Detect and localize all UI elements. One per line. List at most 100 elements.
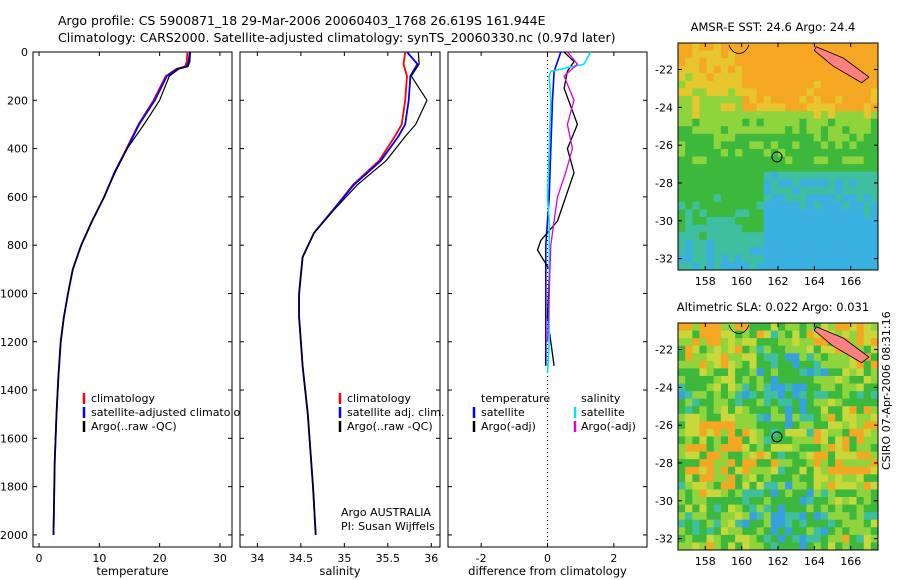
map-cell bbox=[735, 164, 743, 173]
map-cell bbox=[870, 330, 879, 339]
map-cell bbox=[849, 323, 857, 331]
map-cell bbox=[849, 232, 857, 241]
map-cell bbox=[799, 262, 807, 271]
map-cell bbox=[849, 413, 857, 422]
map-cell bbox=[749, 232, 757, 241]
map-cell bbox=[799, 118, 807, 127]
map-cell bbox=[728, 512, 736, 521]
map-cell bbox=[835, 360, 843, 369]
map-cell bbox=[720, 224, 729, 233]
map-cell bbox=[820, 186, 829, 195]
map-cell bbox=[863, 481, 872, 490]
map-cell bbox=[763, 201, 772, 210]
map-cell bbox=[778, 527, 786, 536]
map-cell bbox=[728, 95, 736, 104]
map-cell bbox=[792, 436, 800, 445]
map-cell bbox=[778, 542, 786, 551]
map-cell bbox=[763, 80, 772, 89]
map-cell bbox=[820, 156, 829, 165]
map-cell bbox=[720, 519, 729, 528]
map-cell bbox=[856, 497, 865, 505]
map-cell bbox=[678, 164, 686, 173]
map-cell bbox=[706, 224, 715, 233]
map-cell bbox=[678, 338, 686, 347]
map-cell bbox=[735, 58, 743, 67]
map-cell bbox=[692, 542, 700, 551]
map-cell bbox=[763, 353, 772, 362]
map-cell bbox=[713, 406, 722, 415]
map-cell bbox=[720, 232, 729, 241]
map-cell bbox=[770, 436, 779, 445]
map-cell bbox=[799, 171, 807, 180]
map-cell bbox=[742, 444, 750, 453]
map-cell bbox=[849, 391, 857, 400]
map-cell bbox=[778, 262, 786, 271]
y-tick-label: 1200 bbox=[0, 336, 28, 349]
map-cell bbox=[685, 398, 693, 407]
map-cell bbox=[806, 164, 815, 173]
map-cell bbox=[806, 421, 815, 430]
map-cell bbox=[728, 141, 736, 150]
map-cell bbox=[770, 345, 779, 354]
map-cell bbox=[685, 126, 693, 135]
map-cell bbox=[778, 444, 786, 453]
map-cell bbox=[742, 232, 750, 241]
map-cell bbox=[820, 512, 829, 521]
map-cell bbox=[756, 126, 765, 135]
map-cell bbox=[863, 186, 872, 195]
map-cell bbox=[820, 201, 829, 210]
map-cell bbox=[863, 360, 872, 369]
map-cell bbox=[763, 194, 772, 203]
map-cell bbox=[770, 497, 779, 505]
map-cell bbox=[778, 111, 786, 120]
map-cell bbox=[813, 80, 822, 89]
map-cell bbox=[856, 413, 865, 422]
map-cell bbox=[685, 534, 693, 543]
map-cell bbox=[742, 186, 750, 195]
map-cell bbox=[842, 88, 850, 97]
map-cell bbox=[799, 232, 807, 241]
map-x-tick-label: 164 bbox=[804, 275, 825, 288]
map-cell bbox=[828, 209, 836, 218]
map-cell bbox=[842, 542, 850, 551]
map-cell bbox=[813, 542, 822, 551]
map-cell bbox=[713, 43, 722, 51]
map-cell bbox=[835, 504, 843, 513]
map-cell bbox=[842, 391, 850, 400]
map-cell bbox=[735, 375, 743, 384]
map-cell bbox=[735, 338, 743, 347]
map-cell bbox=[749, 383, 757, 392]
map-cell bbox=[735, 527, 743, 536]
map-cell bbox=[785, 50, 793, 59]
map-cell bbox=[763, 474, 772, 483]
map-cell bbox=[756, 519, 765, 528]
map-cell bbox=[713, 436, 722, 445]
map-cell bbox=[856, 232, 865, 241]
y-tick-label: 1800 bbox=[0, 481, 28, 494]
map-cell bbox=[728, 466, 736, 475]
map-cell bbox=[685, 474, 693, 483]
map-cell bbox=[842, 141, 850, 150]
map-cell bbox=[749, 224, 757, 233]
y-tick-label: 1600 bbox=[0, 432, 28, 445]
map-cell bbox=[742, 474, 750, 483]
map-cell bbox=[720, 459, 729, 468]
map-cell bbox=[856, 338, 865, 347]
map-cell bbox=[806, 391, 815, 400]
map-cell bbox=[835, 489, 843, 498]
map-cell bbox=[770, 156, 779, 165]
map-cell bbox=[820, 391, 829, 400]
map-cell bbox=[828, 43, 836, 51]
map-cell bbox=[678, 133, 686, 142]
map-cell bbox=[778, 368, 786, 377]
map-cell bbox=[713, 239, 722, 248]
map-cell bbox=[835, 217, 843, 225]
map-cell bbox=[699, 58, 707, 67]
map-cell bbox=[835, 481, 843, 490]
map-cell bbox=[735, 413, 743, 422]
map-cell bbox=[792, 111, 800, 120]
map-cell bbox=[692, 133, 700, 142]
map-cell bbox=[756, 444, 765, 453]
map-cell bbox=[849, 171, 857, 180]
map-cell bbox=[699, 141, 707, 150]
